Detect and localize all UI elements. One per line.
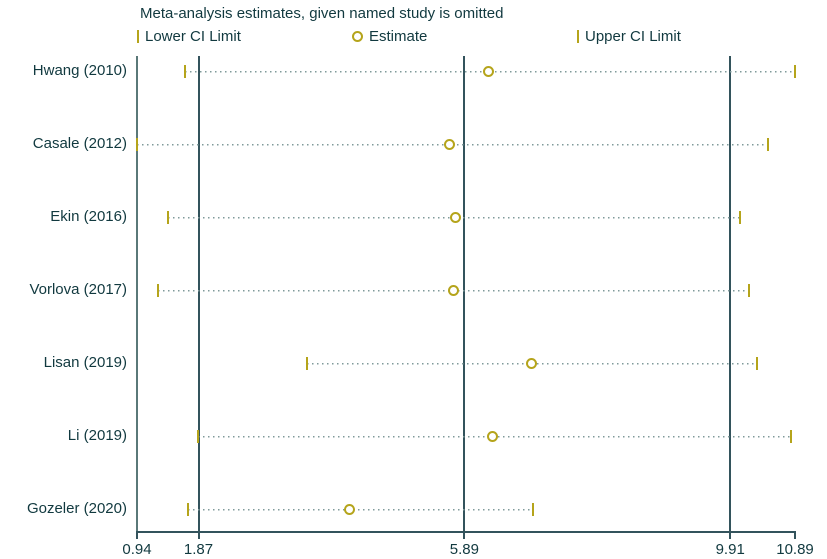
- lower-ci-marker: [136, 138, 138, 151]
- lower-ci-bar-icon: [137, 30, 139, 43]
- x-axis-tick: [136, 533, 138, 539]
- x-axis-tick: [794, 533, 796, 539]
- estimate-marker: [344, 504, 356, 515]
- ci-range-line: [187, 509, 534, 511]
- estimate-marker: [525, 358, 537, 369]
- legend-label-lower-ci: Lower CI Limit: [145, 28, 241, 45]
- plot-frame-line: [136, 56, 138, 531]
- upper-ci-marker: [532, 503, 535, 516]
- estimate-marker: [444, 139, 456, 150]
- estimate-marker: [449, 212, 461, 223]
- x-axis-line: [136, 531, 796, 533]
- legend-label-upper-ci: Upper CI Limit: [585, 28, 681, 45]
- upper-ci-marker: [794, 65, 796, 78]
- study-label: Ekin (2016): [50, 208, 127, 225]
- x-axis-tick-label: 5.89: [449, 541, 479, 558]
- x-axis-tick-label: 9.91: [715, 541, 745, 558]
- lower-ci-marker: [157, 284, 160, 297]
- x-axis-tick: [463, 533, 466, 539]
- reference-line-2: [729, 56, 732, 531]
- x-axis-tick: [729, 533, 732, 539]
- upper-ci-marker: [747, 284, 750, 297]
- estimate-marker: [482, 66, 494, 77]
- study-label: Li (2019): [67, 427, 127, 444]
- upper-ci-marker: [790, 430, 793, 443]
- legend-item-lower-ci: Lower CI Limit: [137, 28, 241, 45]
- study-label: Vorlova (2017): [29, 281, 127, 298]
- x-axis-tick: [197, 533, 200, 539]
- estimate-marker: [486, 431, 498, 442]
- reference-line-0: [197, 56, 200, 531]
- upper-ci-marker: [766, 138, 769, 151]
- estimate-circle-icon: [352, 31, 363, 42]
- lower-ci-marker: [196, 430, 199, 443]
- x-axis-tick-label: 1.87: [183, 541, 214, 558]
- reference-line-1: [463, 56, 466, 531]
- study-label: Lisan (2019): [43, 354, 127, 371]
- x-axis-tick-label: 10.89: [776, 541, 814, 558]
- upper-ci-marker: [739, 211, 742, 224]
- chart-title: Meta-analysis estimates, given named stu…: [140, 5, 504, 22]
- legend-item-estimate: Estimate: [352, 28, 427, 45]
- x-axis-tick-label: 0.94: [122, 541, 152, 558]
- legend-label-estimate: Estimate: [369, 28, 428, 45]
- lower-ci-marker: [167, 211, 170, 224]
- lower-ci-marker: [184, 65, 187, 78]
- lower-ci-marker: [305, 357, 308, 370]
- lower-ci-marker: [186, 503, 189, 516]
- study-label: Casale (2012): [32, 135, 127, 152]
- legend-item-upper-ci: Upper CI Limit: [577, 28, 681, 45]
- study-label: Gozeler (2020): [26, 500, 127, 517]
- estimate-marker: [447, 285, 459, 296]
- upper-ci-bar-icon: [577, 30, 579, 43]
- study-label: Hwang (2010): [32, 62, 127, 79]
- upper-ci-marker: [756, 357, 759, 370]
